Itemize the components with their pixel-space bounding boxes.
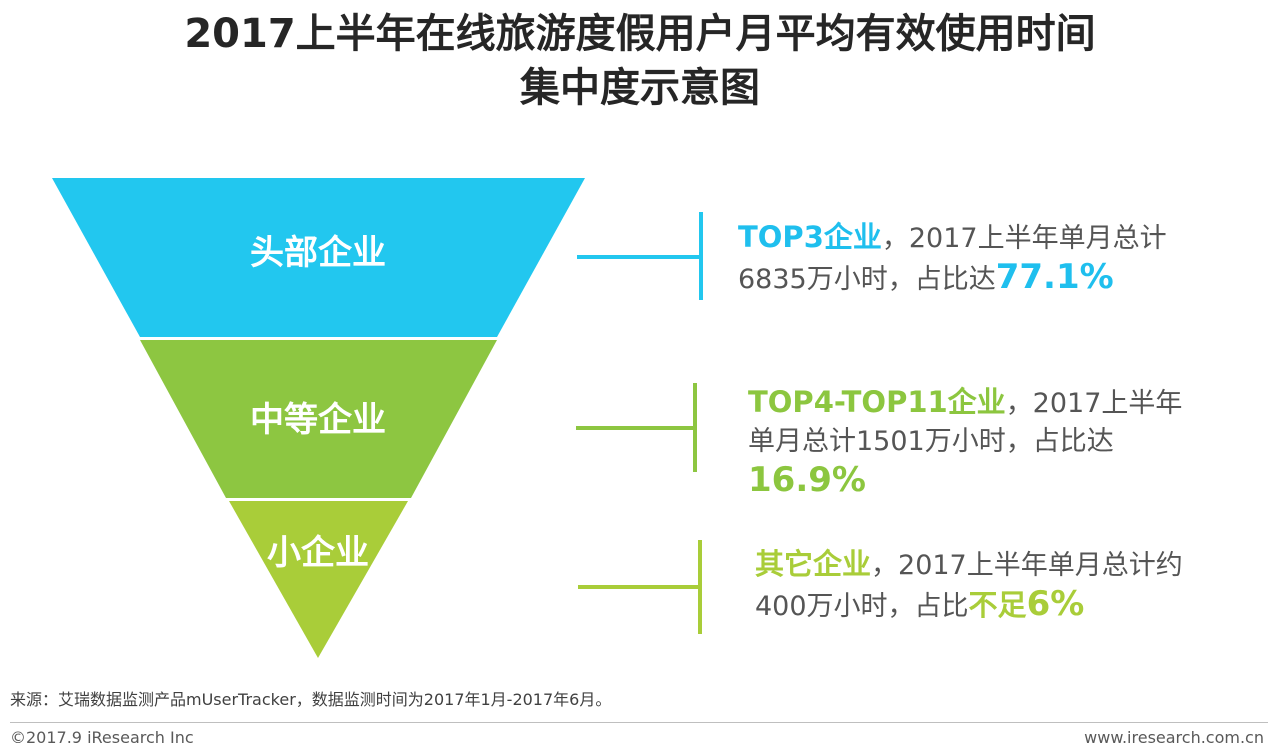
funnel-tier-small <box>229 501 408 658</box>
desc-top-text-b: 6835万小时，占比达 <box>738 264 996 295</box>
desc-small-text-b: 400万小时，占比 <box>755 591 969 622</box>
footer-copyright: ©2017.9 iResearch Inc <box>10 728 194 747</box>
desc-small-value-prefix: 不足 <box>968 588 1027 622</box>
desc-top-head: TOP3企业 <box>738 220 882 254</box>
desc-top-value: 77.1% <box>995 257 1114 297</box>
connector-small <box>578 540 702 634</box>
funnel-tier-middle <box>140 340 497 498</box>
desc-middle-head: TOP4-TOP11企业 <box>748 385 1006 419</box>
desc-small-value: 6% <box>1026 584 1085 624</box>
footer-divider <box>10 722 1268 723</box>
desc-top-text-a: ，2017上半年单月总计 <box>881 223 1167 254</box>
tier-label-middle: 中等企业 <box>250 400 386 440</box>
desc-small-head: 其它企业 <box>755 547 872 581</box>
page-title: 2017上半年在线旅游度假用户月平均有效使用时间 <box>184 11 1096 57</box>
desc-small: 其它企业，2017上半年单月总计约 400万小时，占比不足6% <box>755 545 1255 626</box>
funnel-tier-top <box>52 178 585 337</box>
desc-small-text-a: ，2017上半年单月总计约 <box>871 550 1183 581</box>
desc-middle: TOP4-TOP11企业，2017上半年 单月总计1501万小时，占比达 16.… <box>748 383 1238 502</box>
footer-website: www.iresearch.com.cn <box>1084 728 1264 747</box>
desc-middle-text-b: 单月总计1501万小时，占比达 <box>748 426 1114 457</box>
desc-middle-value: 16.9% <box>748 460 866 500</box>
connector-top <box>577 212 703 300</box>
desc-top: TOP3企业，2017上半年单月总计 6835万小时，占比达77.1% <box>738 218 1258 299</box>
source-note: 来源：艾瑞数据监测产品mUserTracker，数据监测时间为2017年1月-2… <box>10 690 612 709</box>
page-subtitle: 集中度示意图 <box>520 65 760 111</box>
tier-label-small: 小企业 <box>267 533 369 573</box>
connector-middle <box>576 383 697 472</box>
desc-middle-text-a: ，2017上半年 <box>1005 388 1183 419</box>
tier-label-top: 头部企业 <box>250 233 386 273</box>
